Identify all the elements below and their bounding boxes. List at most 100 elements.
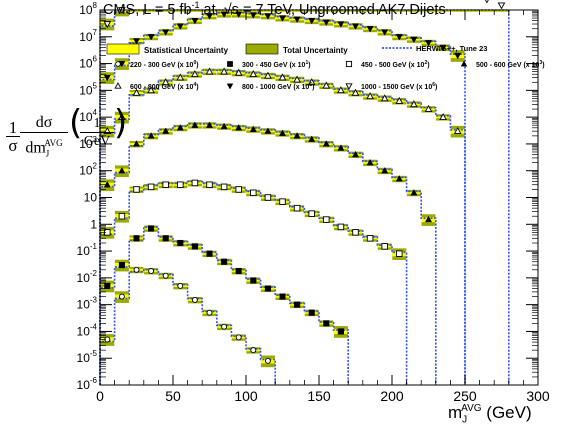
data-point	[205, 13, 214, 20]
data-point	[410, 36, 418, 44]
data-point	[484, 0, 489, 4]
herwig-step-3	[99, 123, 437, 385]
stat-uncertainty-box	[129, 10, 144, 12]
y-tick-label: 107	[79, 28, 97, 44]
legend-marker-label-6: 1000 - 1500 GeV (x 106)	[361, 82, 437, 91]
data-point	[221, 258, 228, 265]
data-point	[264, 357, 271, 364]
x-tick-label: 100	[234, 388, 258, 404]
data-point	[293, 132, 301, 139]
y-tick-label: 108	[79, 1, 97, 17]
data-point	[366, 158, 374, 166]
data-point	[103, 180, 111, 188]
data-point	[176, 23, 184, 30]
data-point	[453, 126, 462, 134]
herwig-step-1	[99, 226, 349, 385]
data-point	[337, 86, 345, 94]
data-point	[264, 127, 272, 134]
y-tick-label: 10-4	[77, 322, 98, 338]
data-point	[264, 13, 272, 20]
data-point	[249, 70, 258, 78]
data-point	[191, 179, 199, 187]
legend-marker-2	[345, 60, 353, 68]
data-point	[264, 71, 272, 79]
data-point	[132, 140, 141, 147]
data-point	[132, 88, 141, 96]
data-point	[133, 235, 140, 242]
legend-mc-label: HERWIG++, Tune 23	[416, 44, 487, 53]
legend-total-swatch	[245, 43, 279, 55]
data-point	[220, 122, 228, 130]
legend-marker-0	[115, 61, 121, 67]
data-point	[351, 150, 360, 158]
series-5	[103, 11, 462, 82]
series-2	[104, 179, 403, 257]
data-point	[177, 181, 184, 188]
data-point	[351, 23, 360, 30]
data-point	[366, 26, 374, 33]
data-point	[148, 225, 155, 232]
legend-marker-1	[227, 61, 233, 67]
band-series-1	[100, 225, 348, 338]
data-point	[410, 100, 418, 108]
herwig-step-2	[99, 180, 408, 385]
data-point	[322, 140, 330, 147]
data-point	[206, 309, 213, 316]
data-point	[308, 210, 315, 217]
stat-uncertainty-box	[333, 10, 348, 12]
y-tick-label: 10-6	[77, 376, 98, 392]
stat-uncertainty-box	[494, 10, 509, 12]
series-3	[103, 121, 433, 223]
data-point	[191, 296, 198, 303]
data-point	[118, 262, 125, 269]
data-point	[249, 125, 257, 132]
data-point	[410, 189, 418, 196]
y-tick-label: 1	[90, 217, 97, 231]
data-point	[249, 12, 257, 19]
data-point	[279, 293, 286, 300]
data-point	[351, 88, 360, 96]
data-point	[235, 267, 242, 275]
data-point	[337, 328, 344, 335]
legend-marker-label-0: 220 - 300 GeV (x 100)	[130, 60, 199, 69]
data-point	[439, 112, 447, 120]
plot-title: CMS, L = 5 fb-1 at √s = 7 TeV, Ungroomed…	[103, 0, 446, 18]
data-point	[278, 15, 287, 22]
legend-marker-label-1: 300 - 450 GeV (x 101)	[242, 60, 311, 69]
herwig-step-4	[99, 69, 466, 385]
legend-marker-6	[345, 83, 353, 90]
data-point	[250, 347, 257, 354]
data-point	[250, 277, 257, 284]
data-point	[220, 183, 228, 191]
legend-marker-label-3: 500 - 600 GeV (x 103)	[476, 60, 545, 69]
data-point	[497, 2, 506, 10]
data-point	[308, 135, 316, 142]
data-point	[162, 181, 169, 188]
legend-total-label: Total Uncertainty	[283, 46, 348, 55]
data-point	[191, 70, 199, 78]
data-point	[380, 94, 389, 102]
data-point	[293, 16, 301, 24]
data-point	[381, 29, 389, 36]
data-point	[162, 272, 169, 279]
axes: 0 50 100 150 200 250 300 10-6 10-5 10-4 10-3 10-2 10…	[77, 1, 550, 404]
data-point	[176, 124, 184, 131]
data-point	[177, 239, 184, 247]
data-point	[235, 186, 242, 193]
data-point	[147, 183, 155, 191]
data-point	[147, 34, 155, 41]
stat-uncertainty-box	[406, 10, 421, 12]
legend: Statistical Uncertainty Total Uncertainty…	[106, 43, 545, 91]
stat-uncertainty-box	[231, 10, 246, 12]
data-point	[395, 34, 403, 41]
data-point	[381, 166, 389, 174]
data-point	[293, 75, 301, 83]
data-point	[323, 216, 330, 223]
data-point	[103, 74, 111, 82]
stat-uncertainty-box	[158, 10, 173, 12]
y-tick-label: 103	[79, 135, 97, 151]
series-0	[104, 266, 271, 364]
stat-uncertainty-box	[144, 10, 159, 12]
data-point	[278, 73, 287, 81]
data-point	[133, 186, 140, 193]
